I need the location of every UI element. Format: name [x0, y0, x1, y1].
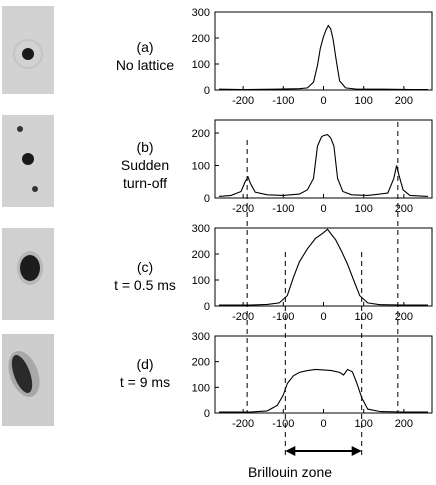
y-tick-label-1-0: 0 [204, 193, 210, 205]
x-tick-label-3-3: 100 [355, 418, 373, 430]
plot-frame-0 [214, 11, 433, 91]
x-tick-label-3-4: 200 [395, 418, 413, 430]
x-tick-label-1-2: 0 [320, 203, 326, 215]
x-tick-label-1-0: -200 [232, 203, 254, 215]
caption-line-d1: t = 9 ms [119, 374, 171, 390]
absorption-image-a [2, 6, 54, 94]
brillouin-zone-label: Brillouin zone [247, 464, 333, 480]
profile-trace-0-0 [218, 24, 428, 91]
y-tick-label-0-0: 0 [204, 85, 210, 97]
x-tick-label-2-1: -100 [272, 311, 294, 323]
panel-label-d: (d) [136, 356, 154, 372]
caption-c: (c) t = 0.5 ms [90, 258, 200, 294]
x-tick-label-0-0: -200 [232, 95, 254, 107]
y-tick-label-2-3: 300 [192, 223, 210, 235]
y-tick-label-0-3: 300 [192, 7, 210, 19]
x-tick-label-0-4: 200 [395, 95, 413, 107]
y-tick-label-2-2: 200 [192, 249, 210, 261]
x-tick-label-3-0: -200 [232, 418, 254, 430]
x-tick-label-3-1: -100 [272, 418, 294, 430]
caption-d: (d) t = 9 ms [90, 355, 200, 391]
y-tick-label-2-1: 100 [192, 275, 210, 287]
caption-b: (b) Sudden turn-off [90, 138, 200, 192]
absorption-image-c [2, 228, 54, 320]
y-tick-label-3-2: 200 [192, 357, 210, 369]
panel-label-c: (c) [136, 259, 154, 275]
profile-trace-1-0 [218, 133, 429, 197]
y-tick-label-3-1: 100 [192, 382, 210, 394]
y-tick-label-0-1: 100 [192, 59, 210, 71]
x-tick-label-2-0: -200 [232, 311, 254, 323]
y-tick-label-1-2: 200 [192, 128, 210, 140]
x-tick-label-3-2: 0 [320, 418, 326, 430]
profile-trace-3-0 [219, 368, 428, 413]
x-tick-label-2-2: 0 [320, 311, 326, 323]
x-tick-label-1-3: 100 [355, 203, 373, 215]
y-tick-label-3-0: 0 [204, 408, 210, 420]
brillouin-arrow-left-head [285, 446, 296, 456]
x-tick-label-2-4: 200 [395, 311, 413, 323]
x-tick-label-1-1: -100 [272, 203, 294, 215]
caption-line-b1: Sudden [120, 157, 170, 173]
x-tick-label-0-2: 0 [320, 95, 326, 107]
x-tick-label-2-3: 100 [355, 311, 373, 323]
x-tick-label-0-3: 100 [355, 95, 373, 107]
x-tick-label-1-4: 200 [395, 203, 413, 215]
y-tick-label-2-0: 0 [204, 301, 210, 313]
caption-a: (a) No lattice [90, 38, 200, 74]
y-tick-label-1-1: 100 [192, 161, 210, 173]
panel-label-b: (b) [136, 139, 154, 155]
caption-line-a1: No lattice [115, 57, 175, 73]
caption-line-b2: turn-off [122, 175, 168, 191]
x-tick-label-0-1: -100 [272, 95, 294, 107]
brillouin-arrow-right-head [351, 446, 362, 456]
absorption-image-b [2, 115, 54, 207]
y-tick-label-0-2: 200 [192, 33, 210, 45]
y-tick-label-3-3: 300 [192, 331, 210, 343]
panel-label-a: (a) [136, 39, 154, 55]
absorption-image-d [2, 334, 54, 426]
caption-line-c1: t = 0.5 ms [114, 277, 176, 293]
profile-trace-2-0 [219, 228, 428, 306]
